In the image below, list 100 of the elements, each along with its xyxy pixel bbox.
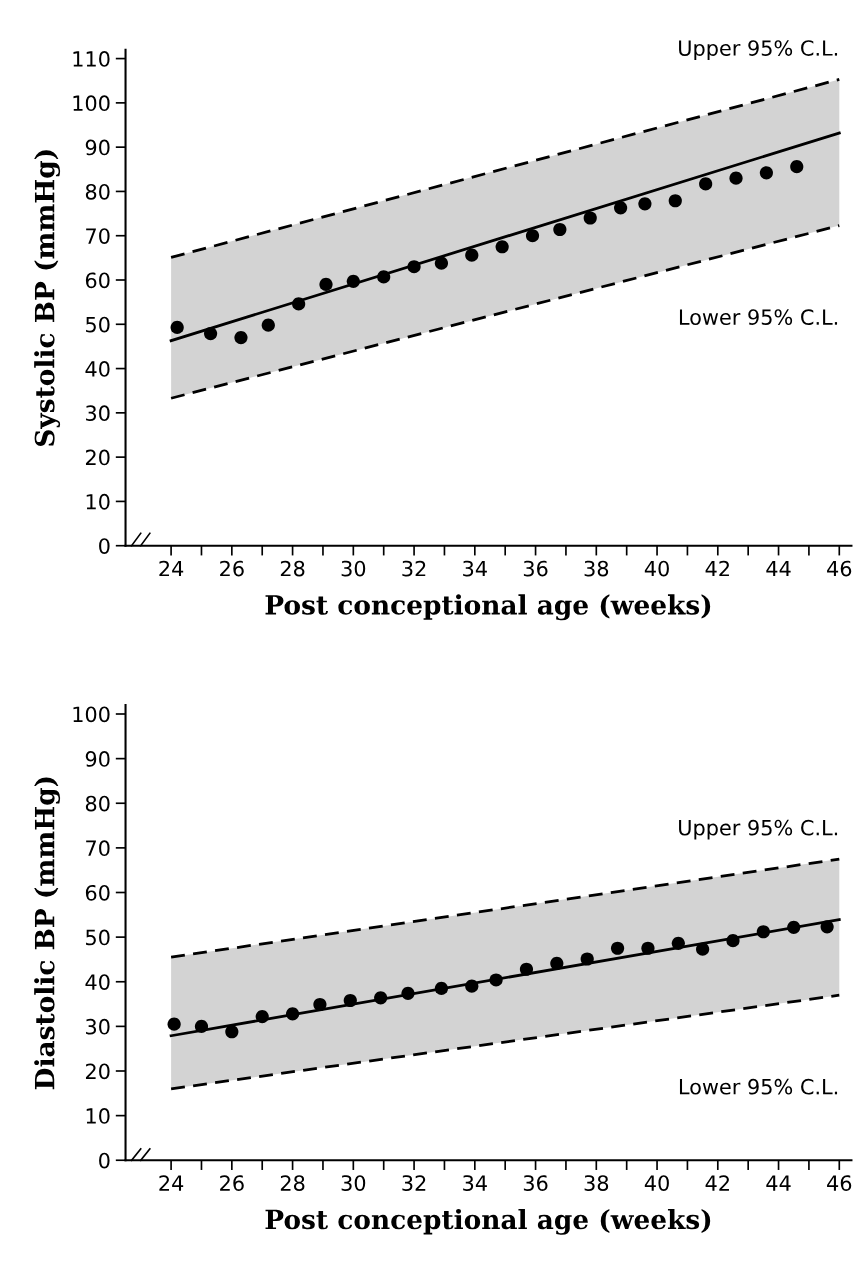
- y-tick-label: 40: [85, 974, 110, 990]
- point: [407, 260, 421, 274]
- point: [343, 993, 357, 1008]
- y-tick-label: 50: [86, 929, 110, 946]
- y-tick-label: 20: [85, 1063, 110, 1080]
- y-tick-label: 30: [86, 405, 110, 422]
- point: [465, 979, 479, 993]
- y-tick-label: 50: [86, 316, 110, 333]
- point: [489, 973, 503, 987]
- point: [465, 248, 479, 262]
- x-tick-label: 28: [280, 560, 305, 577]
- x-tick-label: 40: [644, 1175, 669, 1191]
- x-tick-label: 28: [280, 1175, 305, 1191]
- y-tick-label: 10: [86, 493, 110, 510]
- y-tick-label: 40: [85, 361, 110, 377]
- point: [583, 211, 597, 225]
- x-tick-label: 46: [827, 1175, 852, 1191]
- y-tick-label: 70: [86, 228, 110, 244]
- point: [434, 256, 448, 270]
- y-tick-label: 70: [86, 840, 110, 857]
- series-label: Upper 95% C.L.: [679, 40, 838, 60]
- y-tick-label: 80: [85, 183, 110, 200]
- x-tick-label: 24: [159, 1175, 184, 1191]
- x-tick-label: 36: [523, 1175, 548, 1191]
- point: [495, 240, 509, 254]
- y-axis-title: Diastolic BP (mmHg): [34, 777, 61, 1090]
- point: [759, 166, 773, 180]
- point: [610, 941, 625, 955]
- point: [261, 318, 275, 332]
- point: [203, 326, 218, 341]
- point: [234, 330, 248, 345]
- y-tick-label: 100: [73, 95, 110, 112]
- y-tick-label: 0: [99, 1152, 110, 1169]
- point: [729, 171, 743, 185]
- y-tick-label: 60: [85, 272, 110, 289]
- x-axis-title: Post conceptional age (weeks): [265, 1208, 711, 1235]
- point: [699, 177, 713, 191]
- x-tick-label: 32: [402, 560, 426, 577]
- y-tick-label: 60: [85, 884, 110, 901]
- y-tick-label: 110: [73, 51, 110, 67]
- point: [550, 956, 564, 971]
- point: [167, 1017, 181, 1031]
- point: [696, 942, 710, 956]
- series-label: Lower 95% C.L.: [679, 309, 838, 325]
- x-tick-label: 30: [341, 1175, 366, 1191]
- point: [580, 952, 594, 966]
- y-tick-label: 20: [85, 449, 110, 466]
- y-tick-label: 0: [99, 538, 110, 554]
- series-label: Upper 95% C.L.: [679, 819, 838, 840]
- x-tick-label: 46: [827, 560, 852, 577]
- point: [255, 1009, 269, 1024]
- point: [820, 920, 834, 934]
- point: [787, 920, 801, 934]
- x-tick-label: 42: [705, 1175, 729, 1191]
- point: [377, 270, 391, 284]
- x-tick-label: 34: [463, 1175, 487, 1191]
- x-tick-label: 38: [584, 1175, 609, 1191]
- x-tick-label: 36: [523, 560, 548, 577]
- x-tick-label: 30: [341, 560, 366, 577]
- x-tick-label: 40: [644, 560, 669, 577]
- x-tick-label: 44: [766, 1175, 791, 1191]
- point: [671, 936, 685, 950]
- y-tick-label: 90: [85, 139, 110, 156]
- x-tick-label: 34: [463, 560, 487, 577]
- x-tick-label: 32: [402, 1175, 426, 1191]
- point: [374, 991, 388, 1005]
- point: [525, 229, 540, 243]
- y-tick-label: 30: [86, 1018, 110, 1035]
- point: [519, 962, 534, 976]
- point: [401, 986, 415, 1000]
- x-tick-label: 24: [159, 560, 184, 577]
- point: [638, 197, 652, 211]
- point: [346, 274, 360, 288]
- point: [641, 941, 655, 955]
- x-tick-label: 26: [220, 1175, 244, 1191]
- x-tick-label: 44: [766, 560, 791, 577]
- point: [668, 194, 682, 208]
- point: [170, 320, 184, 334]
- point: [614, 201, 628, 215]
- x-tick-label: 26: [220, 560, 244, 577]
- point: [434, 981, 448, 996]
- point: [286, 1007, 300, 1021]
- point: [313, 997, 327, 1012]
- y-tick-label: 90: [85, 751, 110, 767]
- y-tick-label: 10: [86, 1108, 110, 1124]
- point: [790, 160, 804, 174]
- y-tick-label: 100: [73, 706, 110, 723]
- point: [756, 925, 770, 939]
- x-tick-label: 38: [584, 560, 609, 577]
- y-tick-label: 80: [85, 795, 110, 812]
- y-axis-title: Systolic BP (mmHg): [34, 150, 61, 446]
- point: [553, 222, 567, 237]
- point: [194, 1019, 209, 1033]
- point: [225, 1025, 239, 1039]
- text: Lower 95% C.L.: [679, 1078, 838, 1095]
- point: [726, 934, 740, 948]
- point: [292, 297, 306, 311]
- x-tick-label: 42: [705, 560, 729, 577]
- x-axis-title: Post conceptional age (weeks): [265, 594, 711, 621]
- point: [319, 277, 333, 292]
